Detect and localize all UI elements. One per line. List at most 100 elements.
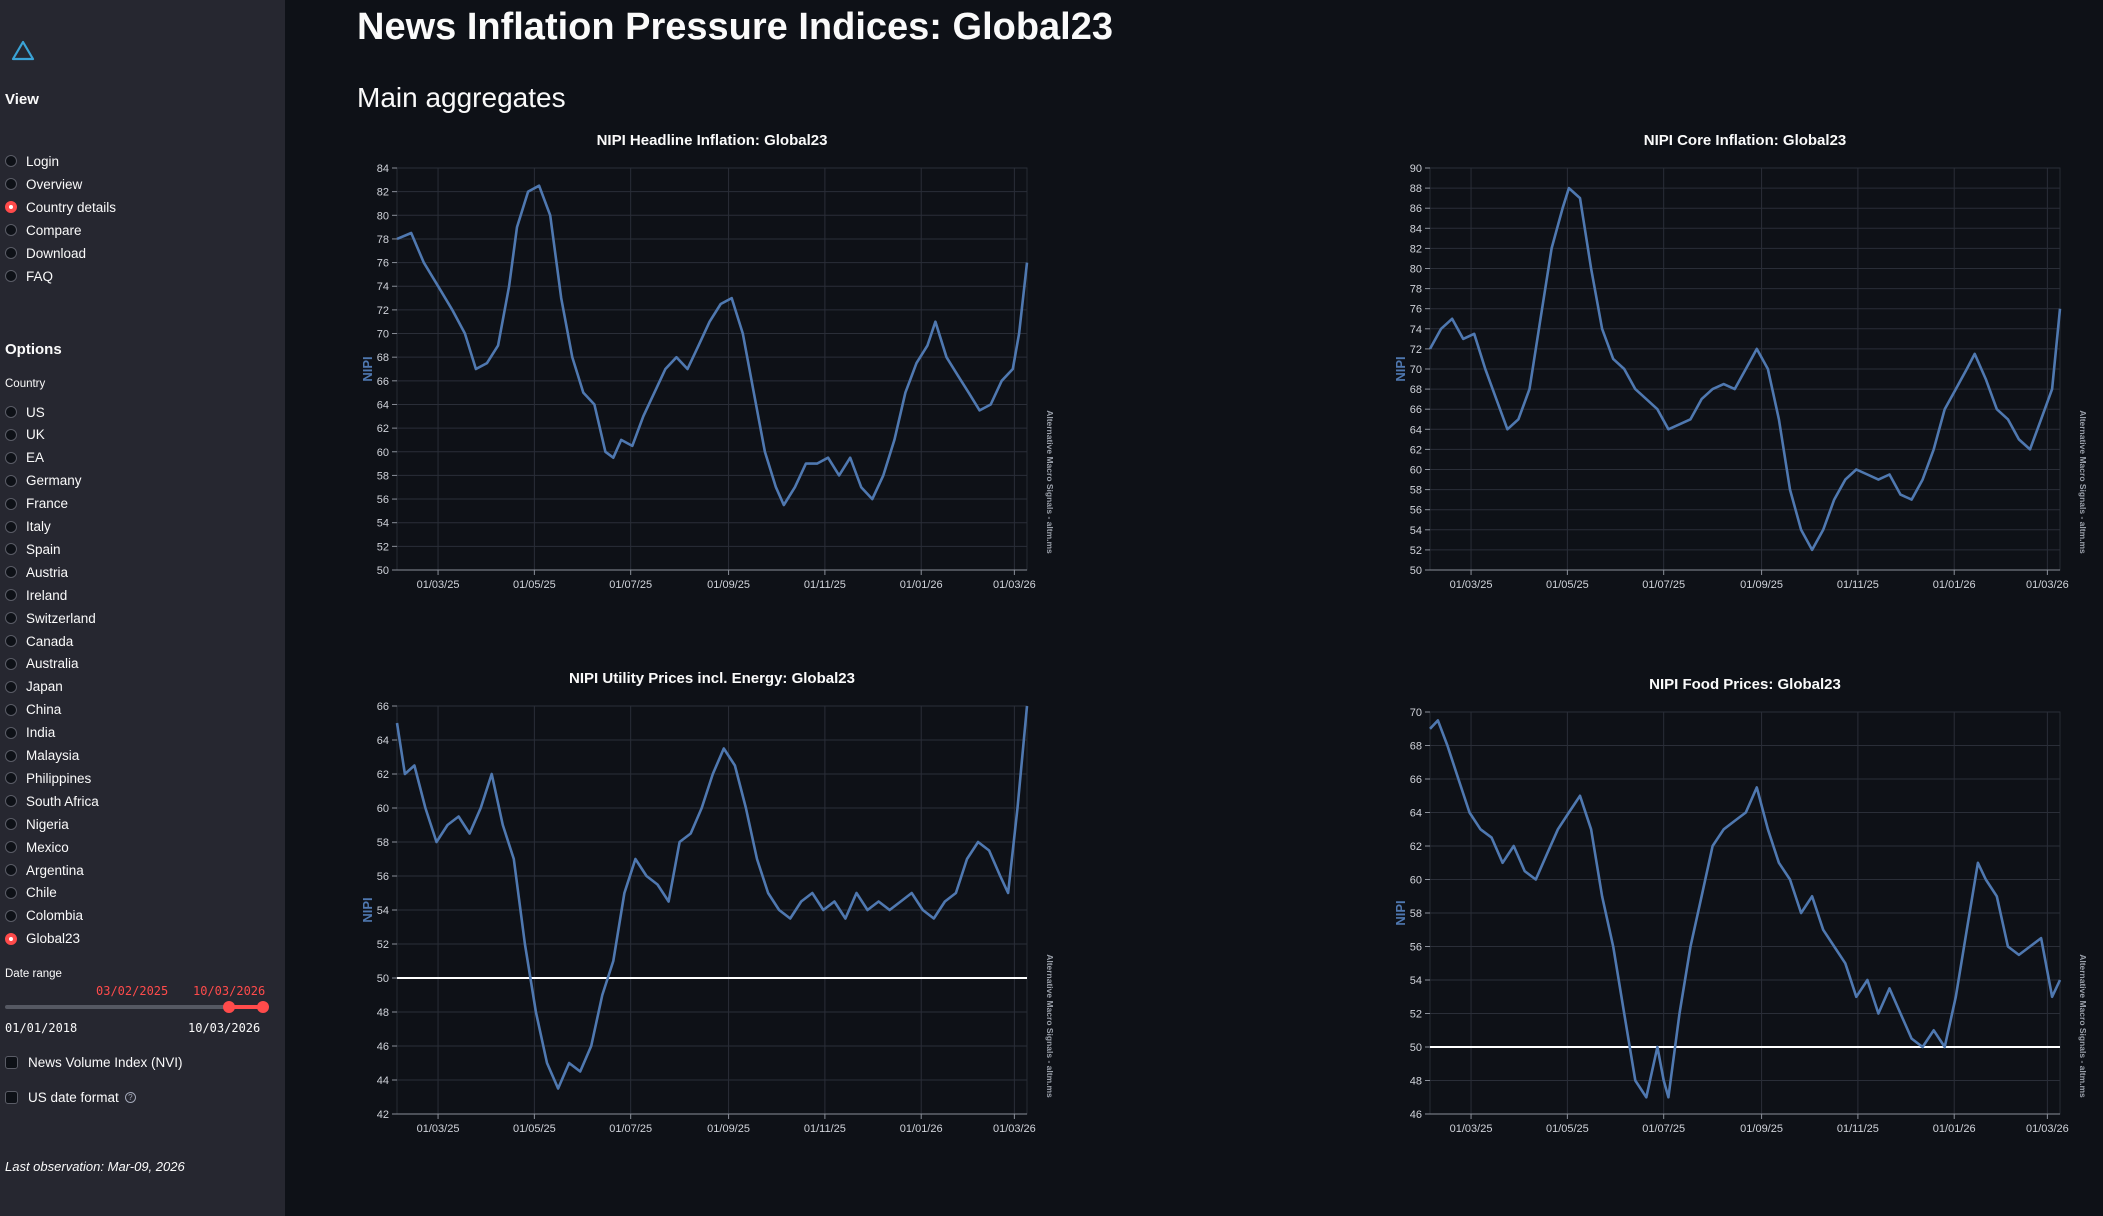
radio-icon[interactable] xyxy=(5,406,17,418)
view-option-overview[interactable]: Overview xyxy=(5,174,82,194)
radio-icon[interactable] xyxy=(5,909,17,922)
country-option-nigeria[interactable]: Nigeria xyxy=(5,814,69,834)
country-option-india[interactable]: India xyxy=(5,723,55,743)
country-option-philippines[interactable]: Philippines xyxy=(5,768,91,788)
view-option-compare[interactable]: Compare xyxy=(5,220,82,240)
radio-icon[interactable] xyxy=(5,155,17,167)
country-option-label: France xyxy=(26,496,69,512)
radio-icon[interactable] xyxy=(5,932,17,945)
country-option-mexico[interactable]: Mexico xyxy=(5,837,69,857)
radio-icon[interactable] xyxy=(5,247,17,259)
country-option-south-africa[interactable]: South Africa xyxy=(5,791,99,811)
country-option-argentina[interactable]: Argentina xyxy=(5,860,84,880)
country-option-china[interactable]: China xyxy=(5,700,61,720)
country-option-austria[interactable]: Austria xyxy=(5,562,68,582)
y-tick-label: 84 xyxy=(1410,223,1422,235)
y-tick-label: 52 xyxy=(1410,1009,1422,1021)
radio-icon[interactable] xyxy=(5,201,17,213)
app-logo-icon[interactable] xyxy=(10,38,36,64)
help-icon[interactable]: ? xyxy=(124,1092,136,1103)
radio-icon[interactable] xyxy=(5,474,17,487)
y-tick-label: 62 xyxy=(377,423,389,435)
y-tick-label: 70 xyxy=(377,329,389,341)
radio-icon[interactable] xyxy=(5,270,17,282)
x-tick-label: 01/07/25 xyxy=(1642,1123,1685,1135)
country-option-label: Mexico xyxy=(26,839,69,855)
country-option-label: Malaysia xyxy=(26,748,80,763)
country-option-ireland[interactable]: Ireland xyxy=(5,585,67,605)
radio-icon[interactable] xyxy=(5,520,17,533)
y-tick-label: 86 xyxy=(1410,203,1422,215)
radio-icon[interactable] xyxy=(5,680,17,693)
source-note: Alternative Macro Signals - altm.ms xyxy=(1045,410,1055,554)
country-option-label: Global23 xyxy=(26,931,81,947)
view-option-country-details[interactable]: Country details xyxy=(5,197,116,217)
view-section-title: View xyxy=(5,91,39,108)
nvi-checkbox[interactable] xyxy=(5,1056,18,1069)
view-option-faq[interactable]: FAQ xyxy=(5,266,53,286)
headline-inflation-chart: NIPI Headline Inflation: Global23 50 52 54 5… xyxy=(360,132,1055,591)
country-option-germany[interactable]: Germany xyxy=(5,471,82,491)
x-tick-label: 01/05/25 xyxy=(513,1123,556,1135)
radio-icon[interactable] xyxy=(5,451,17,464)
x-tick-label: 01/11/25 xyxy=(804,579,846,591)
radio-icon[interactable] xyxy=(5,772,17,785)
country-option-spain[interactable]: Spain xyxy=(5,539,61,559)
radio-icon[interactable] xyxy=(5,795,17,808)
x-tick-label: 01/03/25 xyxy=(417,579,460,591)
country-option-us[interactable]: US xyxy=(5,402,45,422)
y-tick-label: 62 xyxy=(377,769,389,781)
country-option-label: Australia xyxy=(26,656,79,672)
radio-icon[interactable] xyxy=(5,886,17,899)
y-tick-label: 82 xyxy=(1410,243,1422,255)
us-date-format-checkbox-row[interactable]: US date format ? xyxy=(5,1090,136,1105)
chart-title: NIPI Utility Prices incl. Energy: Global… xyxy=(569,670,855,687)
us-date-format-checkbox[interactable] xyxy=(5,1091,18,1104)
country-option-ea[interactable]: EA xyxy=(5,448,44,468)
y-tick-label: 74 xyxy=(1410,324,1422,336)
view-option-login[interactable]: Login xyxy=(5,151,59,171)
country-option-italy[interactable]: Italy xyxy=(5,517,51,537)
x-tick-label: 01/01/26 xyxy=(1933,1123,1976,1135)
radio-icon[interactable] xyxy=(5,428,17,441)
country-option-global23[interactable]: Global23 xyxy=(5,929,80,949)
date-range-start-value: 03/02/2025 xyxy=(96,984,169,998)
country-option-switzerland[interactable]: Switzerland xyxy=(5,608,96,628)
country-option-uk[interactable]: UK xyxy=(5,425,45,445)
country-option-france[interactable]: France xyxy=(5,494,68,514)
x-tick-label: 01/11/25 xyxy=(1837,1123,1879,1135)
country-option-label: Chile xyxy=(26,885,57,901)
radio-icon[interactable] xyxy=(5,657,17,670)
country-option-colombia[interactable]: Colombia xyxy=(5,906,83,926)
radio-icon[interactable] xyxy=(5,224,17,236)
radio-icon[interactable] xyxy=(5,566,17,579)
y-tick-label: 54 xyxy=(1410,975,1422,987)
radio-icon[interactable] xyxy=(5,726,17,739)
nvi-checkbox-row[interactable]: News Volume Index (NVI) xyxy=(5,1055,183,1070)
country-option-chile[interactable]: Chile xyxy=(5,883,57,903)
radio-icon[interactable] xyxy=(5,749,17,762)
radio-icon[interactable] xyxy=(5,543,17,556)
radio-icon[interactable] xyxy=(5,841,17,854)
radio-icon[interactable] xyxy=(5,612,17,625)
country-option-malaysia[interactable]: Malaysia xyxy=(5,746,79,766)
radio-icon[interactable] xyxy=(5,497,17,510)
date-range-start-handle[interactable] xyxy=(223,1001,235,1013)
radio-icon[interactable] xyxy=(5,178,17,190)
date-range-slider-track[interactable] xyxy=(5,1005,263,1009)
date-range-end-handle[interactable] xyxy=(257,1001,269,1013)
country-option-canada[interactable]: Canada xyxy=(5,631,73,651)
view-option-download[interactable]: Download xyxy=(5,243,86,263)
country-option-label: India xyxy=(26,725,56,741)
radio-icon[interactable] xyxy=(5,589,17,602)
radio-icon[interactable] xyxy=(5,635,17,647)
series-line xyxy=(1429,719,2062,1099)
radio-icon[interactable] xyxy=(5,703,17,716)
radio-icon[interactable] xyxy=(5,864,17,876)
series-line xyxy=(395,705,1029,1090)
country-option-japan[interactable]: Japan xyxy=(5,677,63,697)
radio-icon[interactable] xyxy=(5,818,17,831)
country-option-label: Argentina xyxy=(26,862,84,878)
us-date-format-label: US date format xyxy=(28,1090,119,1105)
country-option-australia[interactable]: Australia xyxy=(5,654,79,674)
